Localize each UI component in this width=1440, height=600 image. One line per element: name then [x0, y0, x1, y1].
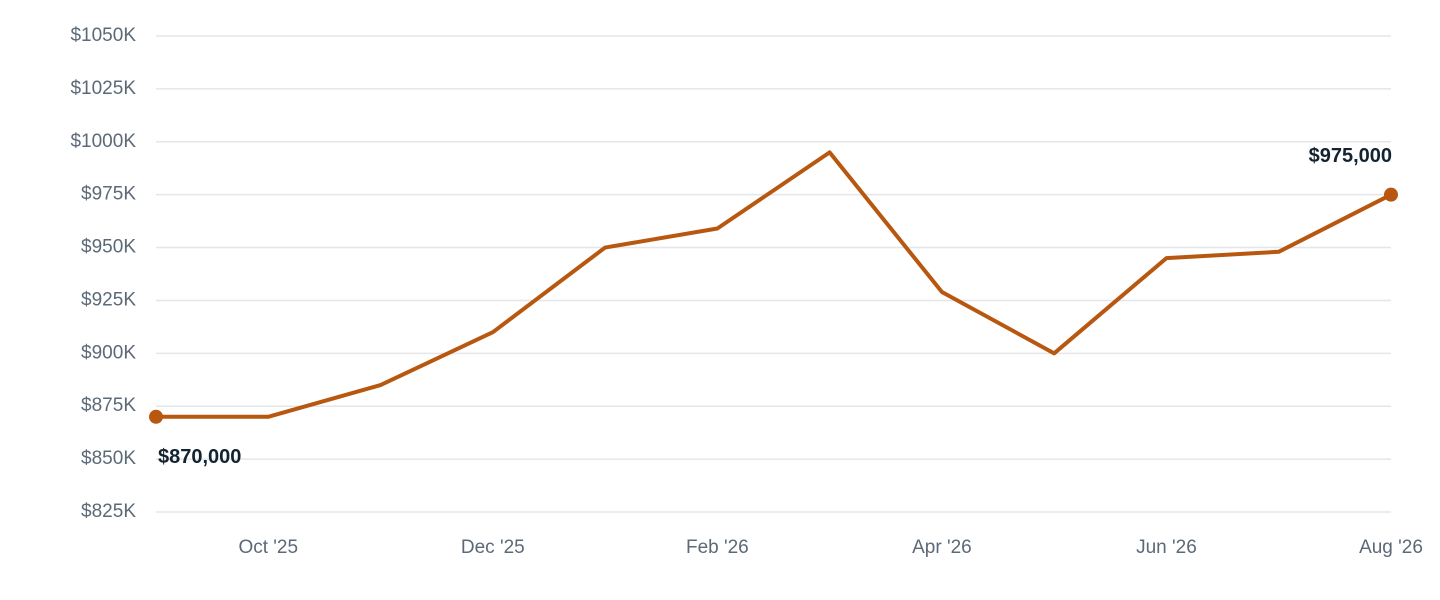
- point: [149, 409, 163, 424]
- y-tick-label: $825K: [81, 501, 136, 522]
- y-tick-label: $1025K: [70, 78, 136, 99]
- x-tick-label: Oct '25: [238, 537, 298, 558]
- x-tick-label: Apr '26: [912, 537, 972, 558]
- x-tick-label: Feb '26: [686, 537, 749, 558]
- x-tick-label: Aug '26: [1359, 537, 1423, 558]
- value-label: $975,000: [1309, 145, 1392, 167]
- y-tick-label: $950K: [81, 237, 136, 258]
- x-tick-label: Dec '25: [461, 537, 525, 558]
- y-tick-label: $925K: [81, 289, 136, 310]
- y-tick-label: $900K: [81, 342, 136, 363]
- y-tick-label: $975K: [81, 184, 136, 205]
- line: [156, 150, 1392, 419]
- y-tick-label: $1050K: [70, 25, 136, 46]
- x-tick-label: Jun '26: [1136, 537, 1197, 558]
- y-tick-label: $1000K: [70, 131, 136, 152]
- value-label: $870,000: [158, 446, 241, 468]
- y-tick-label: $850K: [81, 448, 136, 469]
- y-tick-label: $875K: [81, 395, 136, 416]
- point: [1384, 187, 1398, 202]
